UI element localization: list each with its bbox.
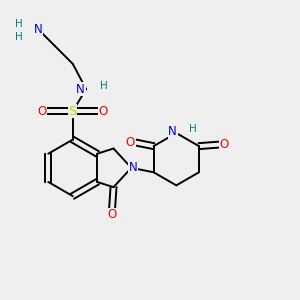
Text: O: O [107,208,117,221]
Text: N: N [76,82,85,96]
Text: N: N [168,125,177,138]
Text: H: H [15,32,23,42]
Text: O: O [126,136,135,149]
Text: O: O [219,138,228,151]
Text: N: N [128,161,137,174]
Text: H: H [15,19,23,29]
Text: O: O [38,105,47,118]
Text: S: S [68,105,77,118]
Text: N: N [34,23,43,36]
Text: O: O [99,105,108,118]
Text: H: H [189,124,196,134]
Text: H: H [100,81,108,91]
